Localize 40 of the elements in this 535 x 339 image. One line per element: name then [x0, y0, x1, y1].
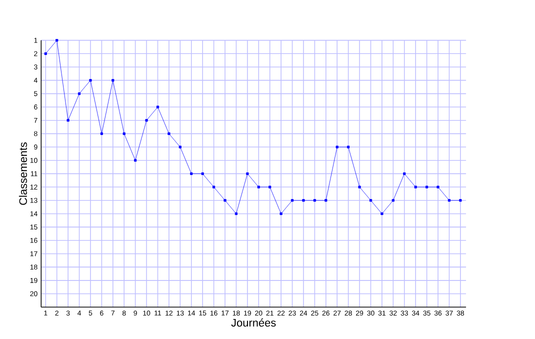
- point: [290, 199, 294, 202]
- point: [336, 146, 338, 148]
- point: [224, 199, 226, 202]
- point: [201, 172, 204, 176]
- point: [448, 199, 451, 202]
- point: [403, 172, 406, 176]
- point: [168, 132, 170, 136]
- point: [369, 199, 372, 202]
- point: [313, 199, 316, 202]
- point: [112, 79, 114, 82]
- point: [280, 212, 282, 216]
- point: [268, 186, 272, 188]
- point: [414, 186, 417, 188]
- point: [302, 199, 305, 202]
- point: [234, 212, 238, 216]
- point: [380, 212, 384, 216]
- point: [66, 119, 70, 122]
- point: [100, 132, 103, 136]
- point: [459, 199, 462, 202]
- point: [212, 186, 216, 188]
- point: [78, 92, 81, 96]
- point: [156, 106, 160, 108]
- y-axis-title: Classements: [18, 142, 28, 205]
- point: [436, 186, 440, 188]
- point: [246, 172, 249, 176]
- point: [347, 146, 350, 148]
- point: [426, 186, 428, 188]
- point: [324, 199, 328, 202]
- point: [122, 132, 126, 136]
- point: [392, 199, 394, 202]
- point: [56, 39, 58, 42]
- point: [134, 159, 137, 162]
- point: [145, 119, 148, 122]
- x-axis-title: Journées: [231, 318, 276, 327]
- point: [89, 79, 92, 82]
- point: [178, 146, 182, 148]
- point: [190, 172, 193, 176]
- point: [358, 186, 361, 188]
- point: [44, 52, 47, 56]
- point: [257, 186, 260, 188]
